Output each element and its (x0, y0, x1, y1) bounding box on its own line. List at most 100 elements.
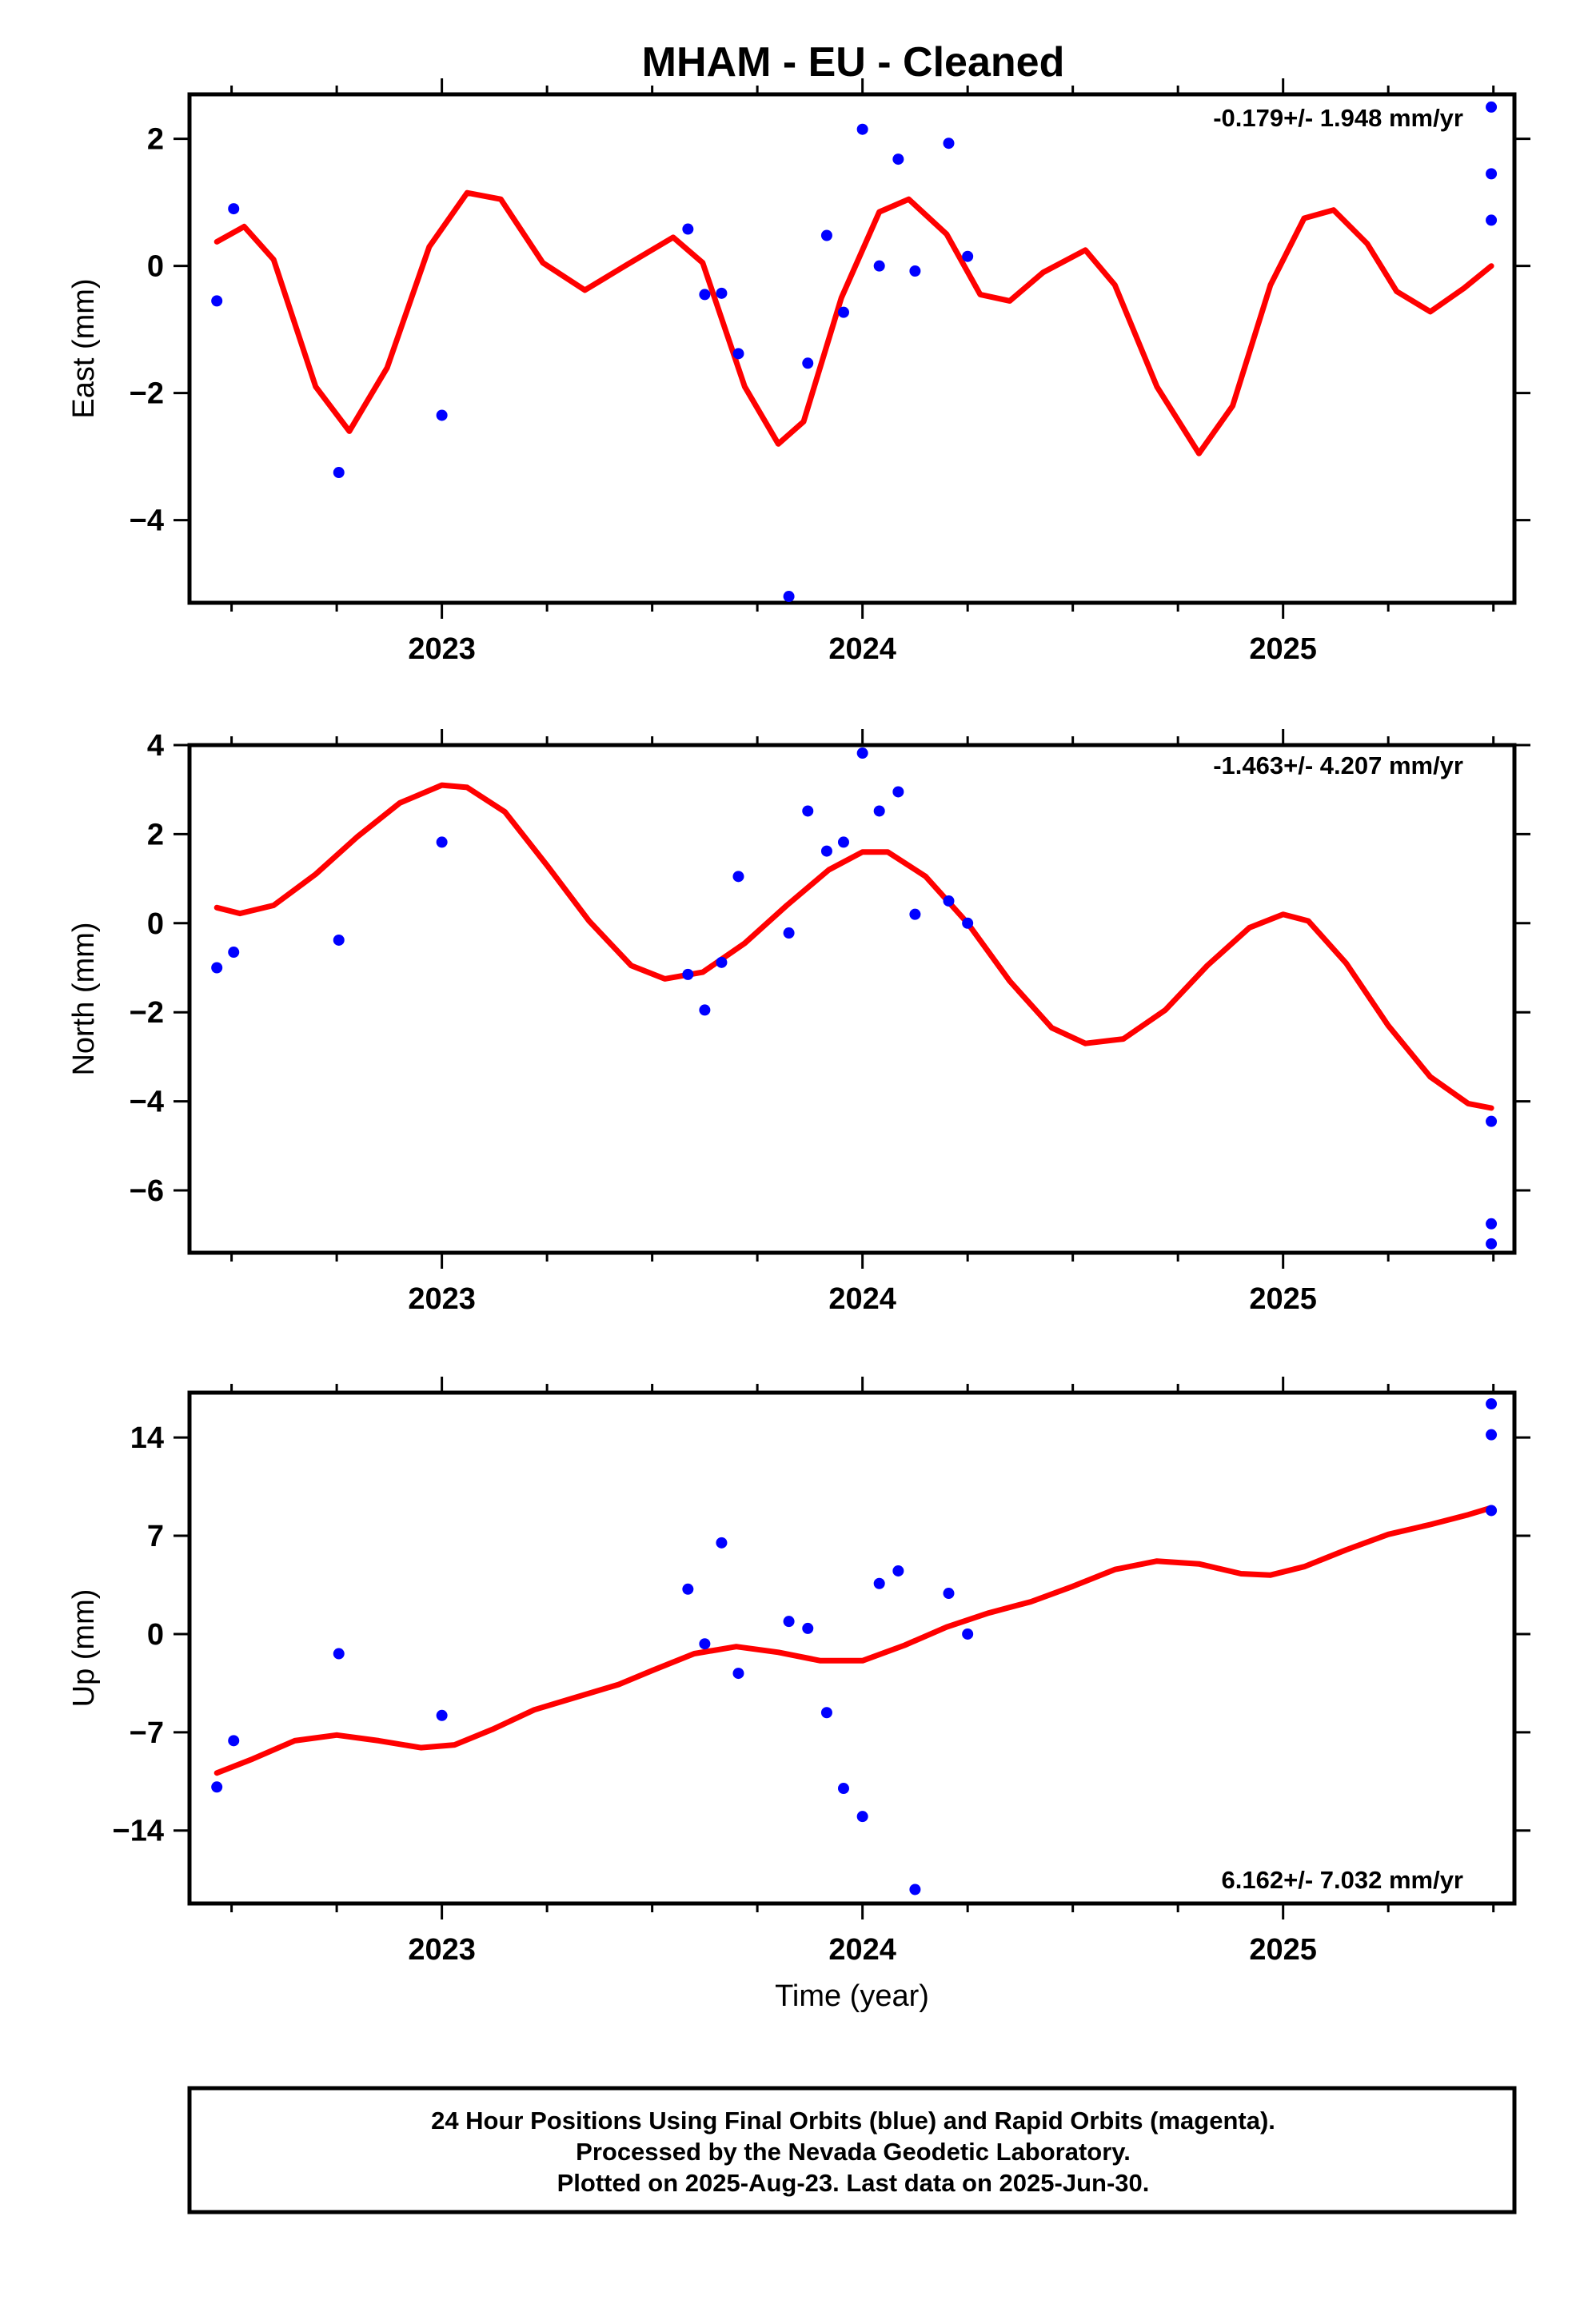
data-point (802, 1622, 814, 1634)
fit-curve (213, 189, 1494, 456)
data-point (1486, 1115, 1498, 1127)
y-tick-label: 2 (147, 818, 164, 851)
data-point (1486, 1505, 1498, 1517)
x-tick-label: 2024 (828, 1282, 896, 1316)
data-point (1486, 101, 1498, 113)
x-tick-label: 2025 (1249, 632, 1317, 666)
data-point (716, 1537, 728, 1549)
data-point (1486, 1429, 1498, 1441)
y-tick-label: 0 (147, 250, 164, 284)
data-point (943, 895, 955, 907)
data-point (943, 138, 955, 149)
data-point (699, 1004, 711, 1016)
data-point (228, 203, 240, 215)
y-axis-label: Up (mm) (67, 1589, 101, 1708)
y-tick-label: 14 (130, 1421, 164, 1455)
data-point (820, 845, 832, 857)
y-tick-label: 4 (147, 729, 164, 763)
y-tick-label: −2 (130, 377, 164, 411)
fit-curve (213, 1505, 1494, 1776)
y-tick-label: 0 (147, 1618, 164, 1652)
data-point (873, 1577, 885, 1589)
data-point (892, 1565, 904, 1577)
footer-line-3: Plotted on 2025-Aug-23. Last data on 202… (557, 2169, 1150, 2197)
x-tick-label: 2024 (828, 1933, 896, 1967)
data-point (436, 1709, 448, 1721)
data-point (837, 836, 849, 848)
y-axis-label: East (mm) (67, 278, 101, 418)
x-tick-label: 2024 (828, 632, 896, 666)
panel-1: 2023 2024 2025 2 0 −2 −4 East (mm) -0.179+/- 1.9… (67, 78, 1530, 666)
data-point (820, 229, 832, 241)
data-point (962, 1628, 974, 1640)
data-point (802, 357, 814, 369)
data-point (837, 306, 849, 318)
y-tick-label: −7 (130, 1716, 164, 1750)
plot-frame (187, 92, 1517, 605)
rate-annotation: -1.463+/- 4.207 mm/yr (1213, 751, 1463, 779)
data-point (211, 295, 223, 307)
data-point (716, 956, 728, 968)
x-tick-label: 2025 (1249, 1933, 1317, 1967)
data-point (856, 1811, 868, 1823)
data-point (682, 968, 694, 980)
rate-annotation: -0.179+/- 1.948 mm/yr (1213, 104, 1463, 132)
data-point (228, 947, 240, 959)
data-point (856, 747, 868, 759)
y-tick-label: 2 (147, 123, 164, 157)
panels: 2023 2024 2025 2 0 −2 −4 East (mm) -0.179+/- 1.9… (67, 78, 1530, 2013)
data-point (732, 1668, 744, 1680)
footer-line-1: 24 Hour Positions Using Final Orbits (bl… (431, 2107, 1275, 2135)
chart-title: MHAM - EU - Cleaned (642, 39, 1065, 86)
footer-box: 24 Hour Positions Using Final Orbits (bl… (187, 2086, 1517, 2214)
y-tick-label: 0 (147, 907, 164, 941)
panel-2: 2023 2024 2025 4 2 0 −2 −4 −6 North (mm) -1.463+/-… (67, 729, 1530, 1316)
data-point (228, 1735, 240, 1747)
data-point (783, 591, 795, 603)
data-point (802, 805, 814, 817)
data-point (962, 917, 974, 929)
footer-line-2: Processed by the Nevada Geodetic Laborat… (576, 2138, 1131, 2166)
data-point (909, 265, 921, 277)
data-point (1486, 1398, 1498, 1410)
rate-annotation: 6.162+/- 7.032 mm/yr (1222, 1866, 1463, 1894)
data-point (699, 1638, 711, 1650)
x-axis-label: Time (year) (775, 1979, 929, 2013)
data-point (436, 836, 448, 848)
data-point (783, 927, 795, 939)
y-tick-label: −4 (130, 504, 164, 538)
data-point (909, 908, 921, 920)
data-point (716, 287, 728, 299)
data-point (732, 348, 744, 360)
data-point (892, 786, 904, 798)
data-point (1486, 1238, 1498, 1250)
data-point (699, 289, 711, 301)
y-tick-label: −14 (113, 1815, 164, 1848)
y-tick-label: −4 (130, 1086, 164, 1119)
x-tick-label: 2023 (408, 1282, 476, 1316)
y-tick-label: 7 (147, 1520, 164, 1553)
data-point (820, 1707, 832, 1719)
data-point (436, 409, 448, 421)
footer-border (187, 2086, 1517, 2214)
y-tick-label: −6 (130, 1174, 164, 1208)
data-point (732, 871, 744, 883)
data-point (333, 1648, 345, 1660)
data-point (682, 1583, 694, 1595)
data-point (1486, 168, 1498, 180)
data-point (211, 962, 223, 974)
y-axis-label: North (mm) (67, 922, 101, 1075)
x-tick-label: 2023 (408, 1933, 476, 1967)
plot-frame (187, 1390, 1517, 1906)
x-tick-label: 2025 (1249, 1282, 1317, 1316)
y-tick-label: −2 (130, 996, 164, 1030)
data-point (837, 1783, 849, 1795)
data-point (909, 1884, 921, 1895)
data-point (682, 223, 694, 235)
data-point (873, 805, 885, 817)
data-point (333, 467, 345, 479)
data-point (873, 260, 885, 272)
data-point (1486, 214, 1498, 226)
